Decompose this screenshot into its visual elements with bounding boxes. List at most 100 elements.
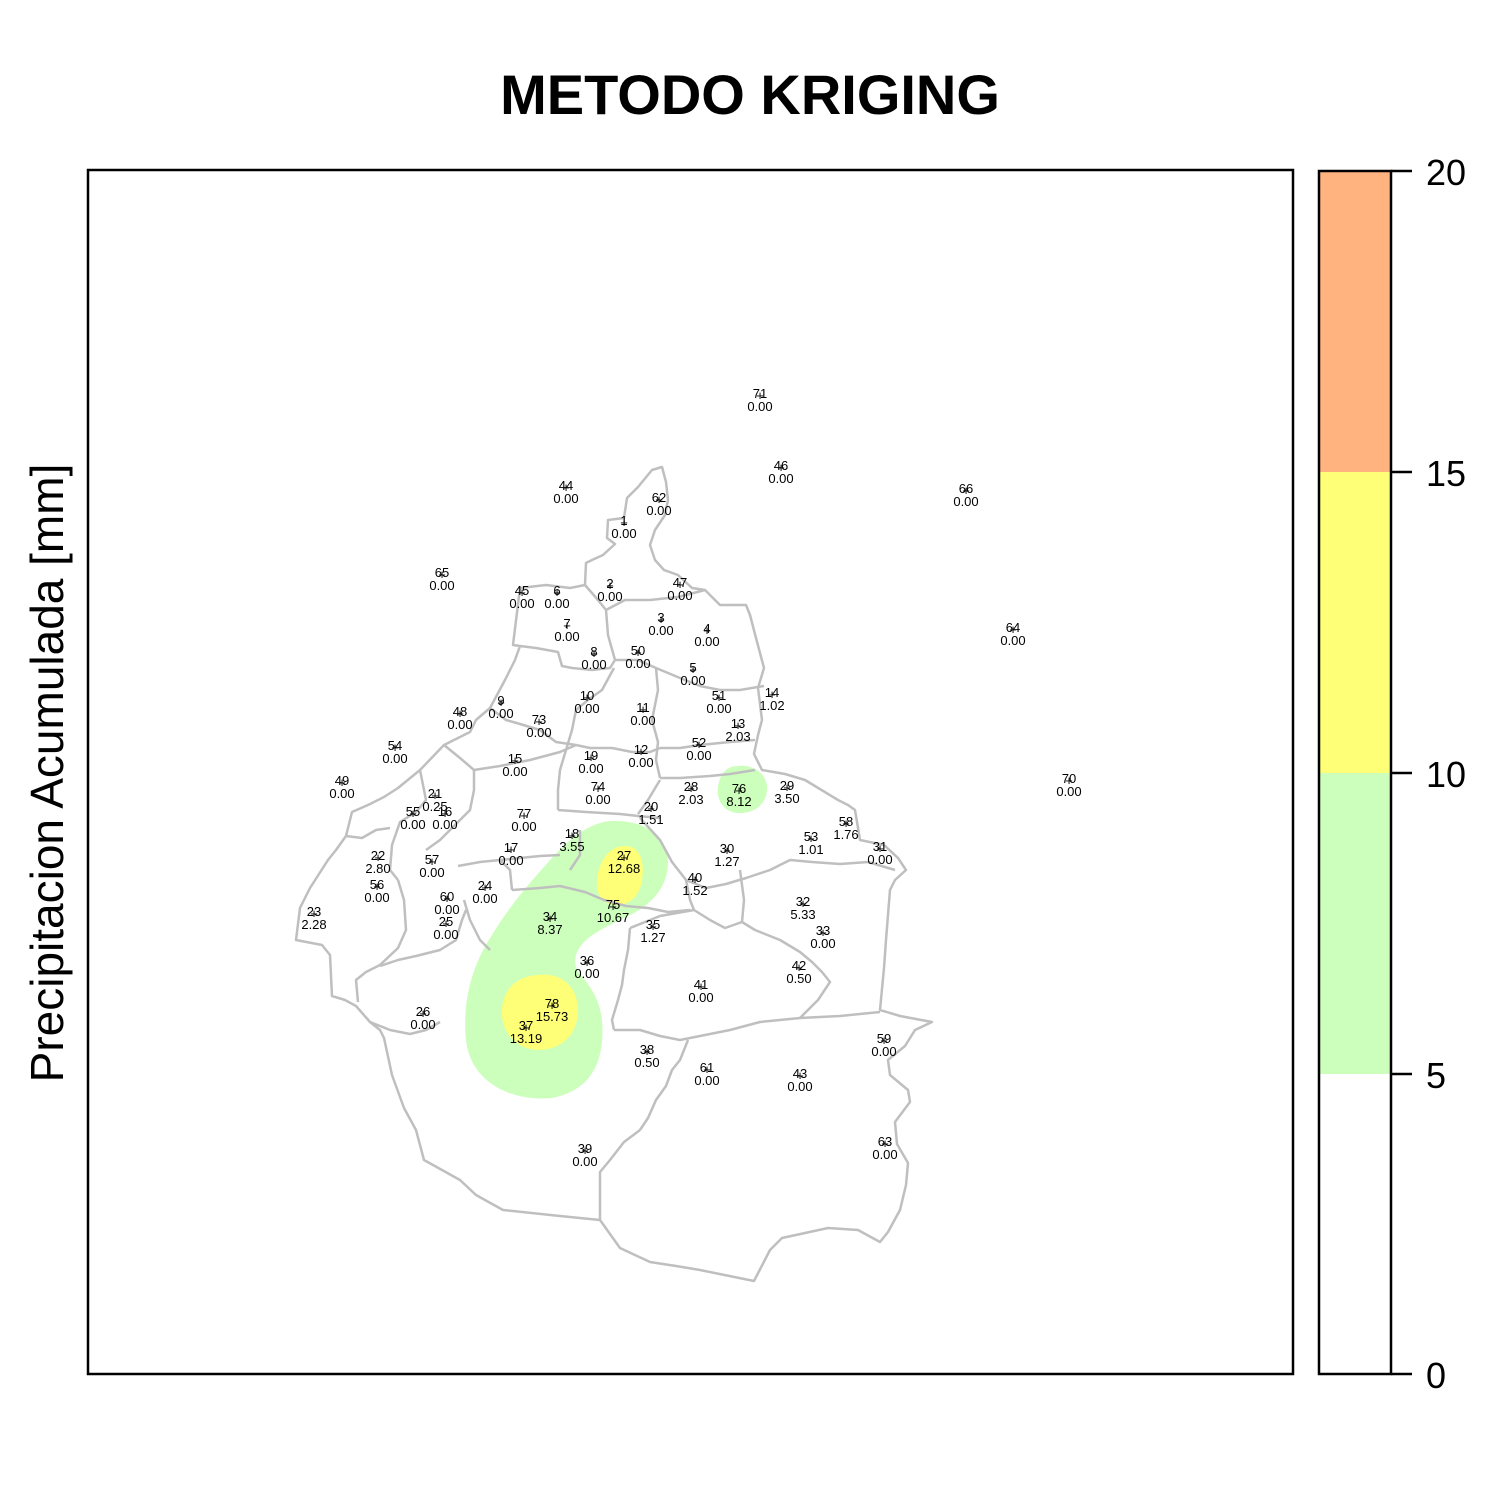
station-value: 1.01 <box>798 842 823 857</box>
station-marker: + <box>443 891 451 906</box>
station-marker: + <box>807 831 815 846</box>
station-value: 0.00 <box>686 748 711 763</box>
station-marker: + <box>594 781 602 796</box>
station-value: 0.50 <box>634 1055 659 1070</box>
station-id: 22 <box>371 848 385 863</box>
station-marker: + <box>649 919 657 934</box>
station-marker: + <box>735 783 743 798</box>
station-marker: + <box>697 979 705 994</box>
station-marker: + <box>637 744 645 759</box>
station-value: 0.00 <box>574 966 599 981</box>
station-id: 55 <box>406 804 420 819</box>
station-value: 0.00 <box>509 596 534 611</box>
station-value: 0.00 <box>611 526 636 541</box>
map-title: METODO KRIGING <box>500 63 1000 126</box>
station-id: 76 <box>732 781 746 796</box>
station-62: +620.00 <box>646 490 671 518</box>
station-41: +410.00 <box>688 977 713 1005</box>
station-marker: + <box>795 960 803 975</box>
boundary-18 <box>629 879 696 930</box>
station-id: 52 <box>692 735 706 750</box>
boundary-8 <box>660 738 756 750</box>
station-marker: + <box>520 808 528 823</box>
station-id: 50 <box>631 643 645 658</box>
station-marker: + <box>428 854 436 869</box>
station-id: 15 <box>508 751 522 766</box>
station-value: 1.27 <box>640 930 665 945</box>
station-id: 24 <box>478 878 492 893</box>
station-labels: +10.00+20.00+30.00 +40.00+50.00+60.00+70.… <box>301 386 1081 1169</box>
station-id: 18 <box>565 826 579 841</box>
station-46: +460.00 <box>768 458 793 486</box>
station-id: 12 <box>634 742 648 757</box>
station-4: +40.00 <box>694 621 719 649</box>
boundary-29 <box>369 1020 441 1036</box>
station-15: +150.00 <box>502 751 527 779</box>
station-id: 61 <box>700 1060 714 1075</box>
station-value: 0.00 <box>488 706 513 721</box>
boundary-7 <box>575 743 661 754</box>
legend-label-15: 15 <box>1426 453 1466 494</box>
station-value: 0.00 <box>572 1154 597 1169</box>
station-marker: + <box>777 460 785 475</box>
station-id: 37 <box>519 1018 533 1033</box>
station-value: 0.00 <box>544 596 569 611</box>
boundary-23 <box>379 909 468 968</box>
station-44: +440.00 <box>553 478 578 506</box>
station-marker: + <box>373 879 381 894</box>
station-57: +570.00 <box>419 852 444 880</box>
station-value: 0.00 <box>585 792 610 807</box>
station-71: +710.00 <box>747 386 772 414</box>
station-id: 19 <box>584 748 598 763</box>
station-id: 64 <box>1006 620 1020 635</box>
station-33: +330.00 <box>810 923 835 951</box>
station-value: 0.00 <box>498 853 523 868</box>
station-value: 1.27 <box>714 854 739 869</box>
boundary-14 <box>660 768 756 780</box>
station-value: 1.51 <box>638 812 663 827</box>
station-marker: + <box>431 788 439 803</box>
station-74: +740.00 <box>585 779 610 807</box>
station-value: 1.76 <box>833 827 858 842</box>
station-value: 15.73 <box>536 1009 569 1024</box>
station-value: 2.80 <box>365 861 390 876</box>
station-value: 0.00 <box>646 503 671 518</box>
boundary-27 <box>638 1039 690 1131</box>
station-22: +222.80 <box>365 848 390 876</box>
station-marker: + <box>734 718 742 733</box>
station-value: 0.00 <box>400 817 425 832</box>
station-id: 33 <box>816 923 830 938</box>
station-id: 20 <box>644 799 658 814</box>
station-id: 58 <box>839 814 853 829</box>
station-value: 0.00 <box>434 902 459 917</box>
station-marker: + <box>842 816 850 831</box>
station-value: 0.00 <box>429 578 454 593</box>
legend-label-20: 20 <box>1426 152 1466 193</box>
station-marker: + <box>563 618 571 633</box>
station-marker: + <box>691 872 699 887</box>
station-marker: + <box>962 483 970 498</box>
station-value: 0.00 <box>628 755 653 770</box>
city-outline <box>294 465 934 1283</box>
station-60: +600.00 <box>434 889 459 917</box>
station-marker: + <box>620 850 628 865</box>
station-marker: + <box>374 850 382 865</box>
station-17: +170.00 <box>498 840 523 868</box>
station-marker: + <box>553 585 561 600</box>
station-id: 39 <box>578 1141 592 1156</box>
station-id: 66 <box>959 481 973 496</box>
station-marker: + <box>522 1020 530 1035</box>
station-value: 0.00 <box>872 1147 897 1162</box>
station-29: +293.50 <box>774 778 799 806</box>
station-id: 36 <box>580 953 594 968</box>
station-38: +380.50 <box>634 1042 659 1070</box>
station-7: +70.00 <box>554 616 579 644</box>
station-id: 47 <box>673 575 687 590</box>
boundary-10 <box>443 743 577 772</box>
station-marker: + <box>583 955 591 970</box>
station-value: 12.68 <box>608 861 641 876</box>
station-52: +520.00 <box>686 735 711 763</box>
boundary-30 <box>345 826 391 840</box>
station-id: 60 <box>440 889 454 904</box>
station-marker: + <box>676 577 684 592</box>
